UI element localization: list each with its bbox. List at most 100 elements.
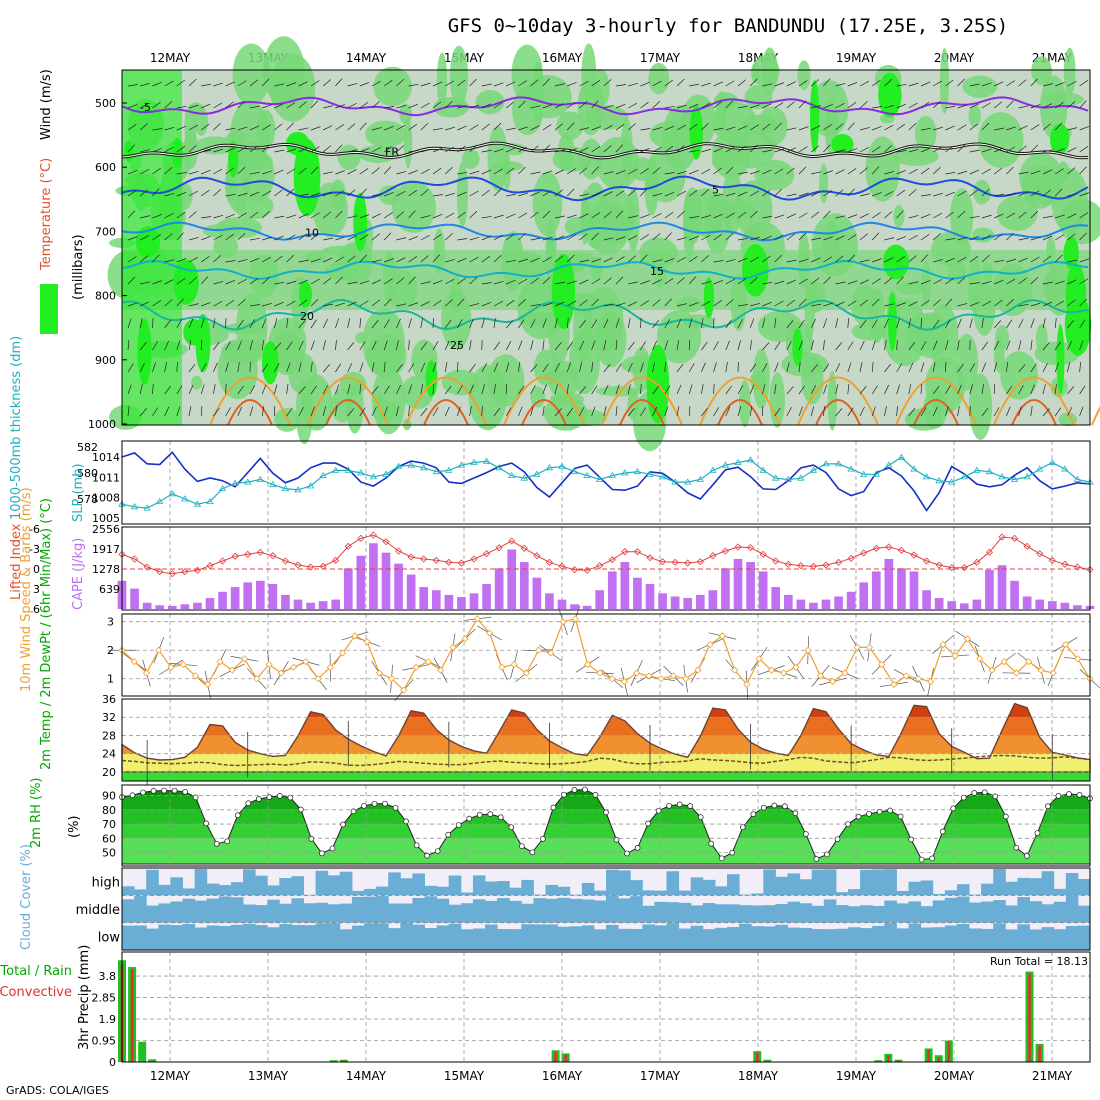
wind-barb <box>981 214 992 219</box>
wind-barb <box>579 386 587 395</box>
date-bottom-label: 13MAY <box>248 1069 289 1083</box>
cape-bar <box>821 599 831 609</box>
wind-barb <box>1042 408 1050 417</box>
wind-barb <box>1055 102 1064 109</box>
rh-mid-region <box>704 192 731 255</box>
cloud-cell <box>182 888 196 896</box>
wind-barb <box>872 106 883 109</box>
wind-barb <box>176 362 178 373</box>
wind-barb <box>457 278 466 285</box>
wind-barb <box>127 384 132 395</box>
wind-barb <box>640 300 650 307</box>
wind-barb <box>884 78 892 87</box>
rh2m-marker <box>1066 791 1072 797</box>
cloud-cell <box>751 893 764 896</box>
rh2m-axis-label: 2m RH (%) <box>29 777 44 848</box>
rh2m-marker <box>413 842 420 849</box>
date-bottom-label: 16MAY <box>542 1069 583 1083</box>
wind-barb <box>298 233 307 241</box>
wind-barb <box>786 340 792 351</box>
wind-barb <box>335 384 340 395</box>
wind-barb <box>286 148 297 153</box>
wind-barb <box>810 406 814 417</box>
wind-tick-label: 3 <box>107 616 114 629</box>
rh2m-marker <box>276 792 283 799</box>
li-marker <box>307 563 315 571</box>
thickness-marker <box>420 464 428 471</box>
wind-barb <box>432 81 443 87</box>
rh-mid-region <box>809 80 849 137</box>
wind-barb <box>823 318 828 329</box>
wind-barb <box>225 260 236 263</box>
cloud-cell <box>472 928 486 950</box>
wind-barb <box>749 406 753 417</box>
cloud-cell <box>424 928 438 950</box>
rh2m-tick-label: 70 <box>102 818 116 831</box>
wind-barb <box>1054 362 1059 373</box>
cloud-cell <box>400 878 413 896</box>
cloud-cell <box>255 925 268 950</box>
wind-barb <box>859 406 865 417</box>
wind-barb <box>1067 340 1073 351</box>
wind-barb <box>884 237 895 241</box>
pressure-tick-label: 500 <box>95 97 116 110</box>
wind-barb <box>969 103 980 109</box>
cloud-cell <box>823 869 837 896</box>
cloud-cell <box>763 926 776 950</box>
wind-barb <box>200 363 207 373</box>
wind-barb <box>481 301 492 307</box>
wind-barb <box>762 318 766 329</box>
wind-barb <box>164 279 174 285</box>
wind-barb <box>323 191 333 197</box>
wind-barb <box>188 144 197 153</box>
rh2m-marker <box>403 818 409 825</box>
wind-barb <box>262 104 272 109</box>
wind-barb <box>823 78 831 87</box>
wind-barb <box>884 318 889 329</box>
wind-barb <box>469 277 478 285</box>
wind-barb <box>810 340 814 351</box>
rh2m-marker <box>603 809 609 816</box>
cloud-cell <box>1065 895 1079 923</box>
wind-barb <box>871 362 874 373</box>
wind-barb <box>835 215 846 219</box>
date-top-label: 16MAY <box>542 51 583 65</box>
wind-barb <box>396 277 405 285</box>
isotherm-line-inner <box>121 142 1089 159</box>
rh2m-marker <box>687 803 694 809</box>
rh-mid-region <box>191 375 203 390</box>
wind-barb <box>225 300 235 307</box>
wind-barb <box>322 277 332 285</box>
wind-barb <box>493 168 503 175</box>
cloud-cell <box>327 904 341 923</box>
wind-barb <box>798 146 808 153</box>
wind-speed-marker <box>547 649 555 657</box>
wind-barb <box>640 280 650 285</box>
cloud-cell <box>823 899 837 923</box>
thickness-marker <box>922 473 931 480</box>
rh-mid-region <box>441 369 480 396</box>
wind-barb <box>383 166 392 175</box>
cape-bar <box>1022 596 1032 609</box>
rh-mid-region <box>403 117 413 169</box>
wind-barb <box>139 123 148 131</box>
wind-barb <box>322 340 326 351</box>
wind-barb <box>225 127 236 131</box>
wind-barb <box>774 102 784 109</box>
wind-barb <box>945 79 954 87</box>
isotherm-30-arc <box>913 399 959 426</box>
wind-barb <box>737 277 747 285</box>
wind-barb <box>225 341 231 351</box>
thickness-marker <box>658 473 667 480</box>
wind-barb <box>274 255 283 263</box>
rh-mid-region <box>461 148 480 169</box>
cape-bar <box>884 558 894 609</box>
precip-total-legend: Total / Rain <box>0 964 72 979</box>
li-marker <box>181 568 189 576</box>
wind-barb <box>701 318 704 329</box>
wind-barb <box>1018 303 1029 307</box>
rh2m-marker <box>150 787 157 794</box>
wind-barb <box>139 362 145 373</box>
cloud-cell <box>884 900 897 923</box>
rh-mid-region <box>569 327 601 395</box>
